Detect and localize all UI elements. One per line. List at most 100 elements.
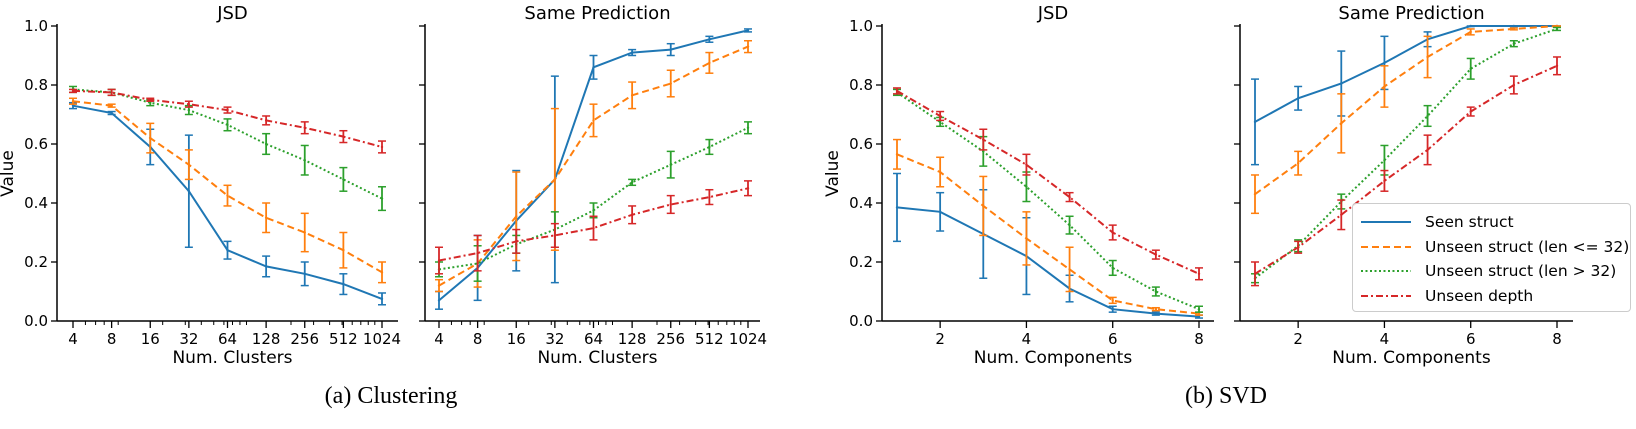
data-point — [380, 271, 384, 274]
data-point — [187, 163, 191, 166]
x-tick-label: 4 — [68, 330, 78, 348]
data-point — [708, 195, 711, 199]
x-tick-label: 1024 — [729, 330, 767, 348]
data-point — [1068, 268, 1071, 271]
x-axis-label: Num. Components — [1332, 348, 1491, 368]
data-point — [264, 265, 268, 268]
x-tick-label: 128 — [618, 330, 647, 348]
x-tick-label: 1024 — [363, 330, 401, 348]
data-point — [669, 163, 672, 166]
data-point — [1154, 290, 1158, 293]
data-point — [1340, 82, 1343, 85]
data-point — [1296, 161, 1300, 165]
legend-line-dashdot-icon — [1361, 294, 1411, 297]
x-axis-label: Num. Clusters — [172, 348, 292, 368]
data-point — [303, 272, 306, 275]
data-point — [938, 114, 942, 118]
data-point — [342, 178, 345, 181]
chart-panel-1: 0.0 0.2 0.4 0.6 0.8 1.0 4 8 16 32 64 128 256 512 1024 J… — [0, 3, 401, 368]
legend-label: Unseen depth — [1425, 286, 1534, 305]
data-point — [553, 234, 557, 237]
legend-line-solid-icon — [1361, 221, 1411, 224]
data-point — [515, 240, 518, 243]
series-line — [1254, 64, 1558, 275]
x-tick-label: 128 — [252, 330, 281, 348]
data-point — [895, 206, 899, 209]
data-point — [895, 153, 899, 156]
series-solid — [1251, 24, 1561, 166]
data-point — [149, 101, 152, 104]
data-point — [982, 150, 985, 153]
data-point — [303, 126, 306, 129]
series-dashed — [1251, 24, 1561, 215]
data-point — [1197, 315, 1201, 318]
data-point — [1025, 237, 1028, 240]
data-point — [669, 203, 672, 206]
data-point — [303, 231, 306, 234]
data-point — [71, 104, 75, 107]
data-point — [1469, 110, 1472, 113]
x-tick-label: 2 — [1293, 330, 1303, 348]
data-point — [982, 138, 985, 141]
series-dashdot — [893, 87, 1203, 281]
x-tick-label: 256 — [290, 330, 319, 348]
data-point — [630, 51, 634, 54]
series-line — [896, 206, 1200, 318]
data-point — [1426, 148, 1429, 152]
y-tick-label: 0.0 — [24, 312, 48, 330]
data-point — [226, 194, 229, 197]
series-line — [438, 187, 749, 262]
series-line — [896, 91, 1200, 311]
x-tick-label: 4 — [434, 330, 444, 348]
data-point — [592, 119, 595, 122]
caption-svd: (b) SVD — [1185, 383, 1267, 409]
x-tick-label: 32 — [545, 330, 564, 348]
chart-panel-2: 4 8 16 32 64 128 256 512 1024 Same Prediction Num.… — [419, 3, 767, 368]
x-tick-label: 64 — [584, 330, 603, 348]
chart-panel-4: 2 4 6 8 Same Prediction Num. Components — [1234, 3, 1573, 368]
data-point — [708, 38, 711, 41]
series-dashdot — [435, 180, 752, 275]
data-point — [1296, 97, 1300, 100]
data-point — [264, 119, 268, 122]
data-point — [1253, 272, 1257, 275]
legend-item-unseen-struct-gt32: Unseen struct (len > 32) — [1359, 259, 1630, 284]
data-point — [1555, 24, 1559, 28]
series-dashed — [893, 138, 1203, 316]
legend-item-seen-struct: Seen struct — [1359, 210, 1630, 235]
data-point — [437, 299, 441, 302]
series-line — [438, 45, 749, 287]
data-point — [476, 251, 479, 255]
x-tick-label: 16 — [141, 330, 160, 348]
legend-label: Unseen struct (len <= 32) — [1425, 237, 1630, 256]
x-axis-label: Num. Components — [974, 348, 1133, 368]
data-point — [746, 187, 750, 190]
y-tick-label: 0.4 — [849, 194, 873, 212]
data-point — [553, 178, 557, 181]
x-tick-label: 16 — [507, 330, 526, 348]
data-point — [669, 48, 672, 51]
data-point — [1253, 120, 1257, 124]
data-point — [1383, 159, 1386, 162]
data-point — [1154, 312, 1158, 315]
x-tick-label: 6 — [1108, 330, 1118, 348]
series-line — [1254, 27, 1558, 279]
data-point — [1469, 67, 1472, 70]
y-tick-label: 0.8 — [24, 76, 48, 94]
data-point — [1426, 114, 1429, 118]
panel-title: JSD — [1037, 3, 1069, 24]
data-point — [1025, 163, 1028, 166]
data-point — [342, 249, 345, 252]
data-point — [1111, 231, 1114, 234]
data-point — [380, 197, 384, 200]
data-point — [264, 142, 268, 146]
y-tick-label: 1.0 — [24, 17, 48, 35]
data-point — [226, 123, 229, 127]
data-point — [1197, 312, 1201, 315]
series-dashed — [69, 97, 386, 284]
panel-title: Same Prediction — [524, 3, 670, 24]
data-point — [226, 108, 229, 112]
series-dashdot — [69, 88, 386, 154]
data-point — [592, 226, 595, 230]
